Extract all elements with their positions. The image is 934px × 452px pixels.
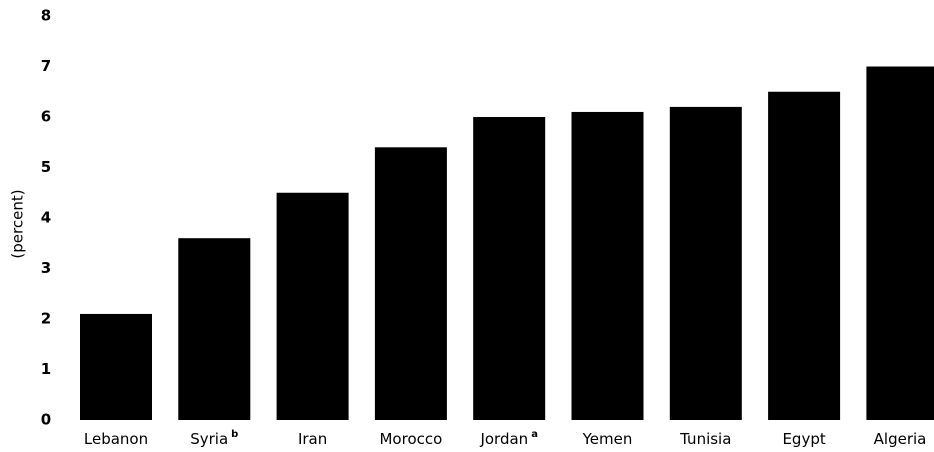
- y-tick-label: 1: [41, 360, 51, 378]
- category-label: Algeria: [874, 430, 927, 448]
- category-label: Morocco: [379, 430, 442, 448]
- bar: [571, 111, 644, 420]
- bar: [669, 106, 742, 421]
- y-tick-label: 6: [41, 108, 51, 126]
- category-label: Yemen: [582, 430, 633, 448]
- category-label: Lebanon: [84, 430, 148, 448]
- category-label: Jordan a: [479, 429, 537, 448]
- category-label: Iran: [298, 430, 327, 448]
- y-tick-label: 2: [41, 310, 51, 328]
- bar: [80, 313, 152, 420]
- category-label: Tunisia: [679, 430, 731, 448]
- y-tick-label: 8: [41, 7, 51, 25]
- bar: [866, 66, 934, 420]
- category-label: Egypt: [782, 430, 825, 448]
- bar: [374, 147, 447, 421]
- y-tick-label: 3: [41, 259, 51, 277]
- y-axis-title: (percent): [9, 189, 27, 258]
- y-tick-label: 7: [41, 57, 51, 75]
- bar: [473, 117, 546, 420]
- bar: [768, 91, 841, 420]
- y-tick-label: 5: [41, 158, 51, 176]
- category-footnote-mark: b: [231, 429, 238, 440]
- category-label: Syria b: [190, 429, 238, 448]
- y-tick-label: 0: [41, 411, 51, 429]
- bar: [276, 192, 349, 420]
- bars: [80, 66, 934, 421]
- y-tick-label: 4: [41, 209, 51, 227]
- bar: [178, 238, 251, 420]
- category-footnote-mark: a: [531, 429, 538, 440]
- y-tick-labels: 0 1 2 3 4 5 6 7 8: [41, 7, 51, 429]
- x-tick-labels: Lebanon Syria b Iran Morocco Jordan a Yemen Tuni…: [84, 429, 926, 448]
